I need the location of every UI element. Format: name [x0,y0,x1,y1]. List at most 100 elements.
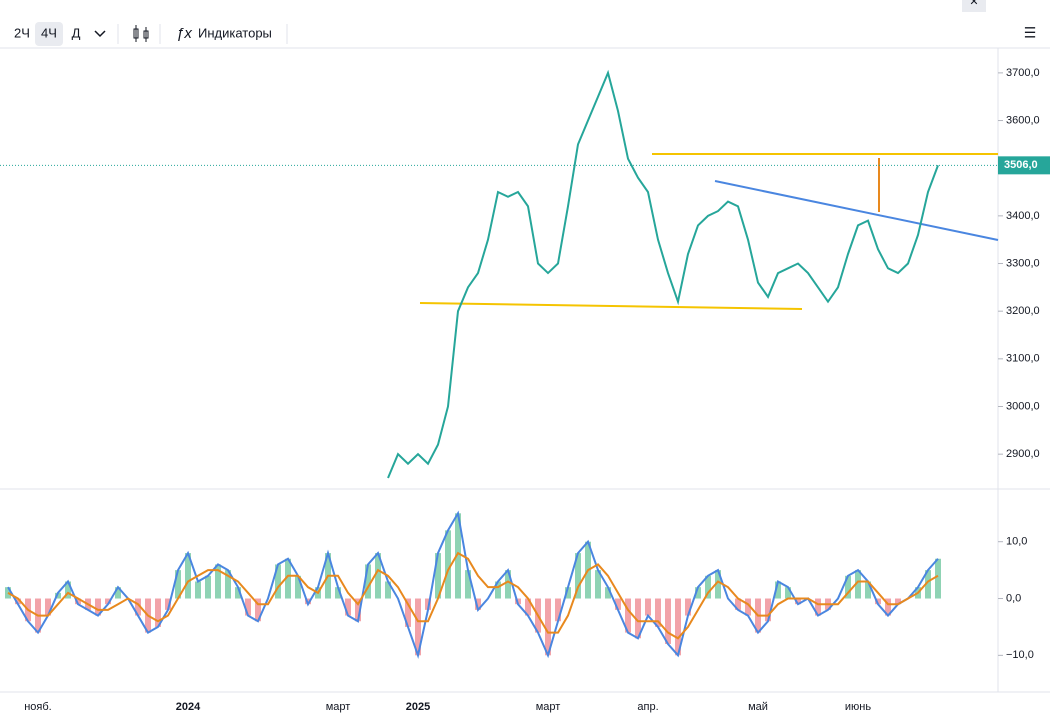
y-tick-label: −10,0 [1006,649,1034,661]
histogram-bar [235,587,241,599]
oscillator-line [7,510,939,659]
last-price-label: 3506,0 [1004,159,1038,171]
histogram-bar [635,598,641,639]
histogram-bar [455,513,461,599]
histogram-bar [795,598,801,605]
histogram-bar [55,592,61,599]
x-tick-label: март [326,701,351,713]
y-tick-label: 3400,0 [1006,210,1040,222]
histogram-bar [715,570,721,599]
histogram-bar [885,598,891,616]
histogram-bar [575,553,581,599]
histogram-bar [935,558,941,599]
histogram-bar [435,553,441,599]
y-tick-label: 3700,0 [1006,67,1040,79]
histogram-bar [375,553,381,599]
interval-button[interactable]: 2Ч [14,25,30,40]
x-tick-label: май [748,701,768,713]
x-tick-label: 2025 [406,701,430,713]
close-icon[interactable]: ✕ [969,0,978,8]
y-tick-label: 3000,0 [1006,400,1040,412]
x-tick-label: июнь [845,701,871,713]
y-tick-label: 10,0 [1006,536,1027,548]
histogram-bar [595,570,601,599]
histogram-bar [405,598,411,627]
histogram-bar [775,581,781,599]
histogram-bar [165,598,171,610]
trend-line [714,180,999,241]
histogram-bar [205,575,211,599]
histogram-bar [895,598,901,605]
histogram-bar [735,598,741,610]
histogram-bar [215,564,221,599]
histogram-bar [245,598,251,616]
histogram-bar [15,598,21,605]
histogram-bar [255,598,261,622]
selected-interval-bg [35,22,63,46]
dropdown-icon[interactable] [94,30,106,38]
oscillator-line [7,551,939,640]
interval-button[interactable]: 4Ч [41,25,57,40]
histogram-bar [465,570,471,599]
y-tick-label: 3600,0 [1006,114,1040,126]
histogram-bar [225,570,231,599]
histogram-bar [115,587,121,599]
histogram-bar [525,598,531,616]
x-tick-label: 2024 [176,701,201,713]
close-bg[interactable] [962,0,986,12]
histogram-bar [495,581,501,599]
indicators-button[interactable]: Индикаторы [198,25,272,40]
x-tick-label: нояб. [24,701,52,713]
histogram-bar [815,598,821,616]
histogram-bar [355,598,361,622]
histogram-bar [625,598,631,633]
histogram-bar [175,570,181,599]
support-line [419,302,803,310]
histogram-bar [135,598,141,616]
histogram-bar [665,598,671,644]
toolbar [0,0,1050,48]
histogram-bar [445,530,451,599]
y-tick-label: 3300,0 [1006,257,1040,269]
histogram-bar [855,570,861,599]
x-tick-label: март [536,701,561,713]
fx-icon[interactable]: ƒx [176,25,192,42]
y-tick-label: 2900,0 [1006,448,1040,460]
histogram-bar [45,598,51,616]
histogram-bar [475,598,481,610]
x-tick-label: апр. [637,701,658,713]
histogram-bar [95,598,101,616]
settings-icon[interactable]: ☰ [1024,25,1037,41]
y-tick-label: 0,0 [1006,592,1021,604]
histogram-bar [765,598,771,622]
histogram-bar [675,598,681,656]
histogram-bar [925,570,931,599]
histogram-bar [555,598,561,622]
histogram-bar [745,598,751,616]
histogram-bar [695,587,701,599]
histogram-bar [845,575,851,599]
y-tick-label: 3100,0 [1006,353,1040,365]
histogram-bar [185,553,191,599]
histogram-bar [105,598,111,605]
price-line [387,69,939,479]
histogram-bar [335,587,341,599]
histogram-bar [655,598,661,627]
histogram-bar [705,575,711,599]
histogram-bar [365,564,371,599]
histogram-bar [155,598,161,627]
y-tick-label: 3200,0 [1006,305,1040,317]
histogram-bar [685,598,691,616]
histogram-bar [645,598,651,616]
histogram-bar [75,598,81,605]
histogram-bar [545,598,551,656]
histogram-bar [615,598,621,610]
histogram-bar [385,581,391,599]
histogram-bar [295,575,301,599]
histogram-bar [275,564,281,599]
interval-button[interactable]: Д [72,25,81,40]
histogram-bar [865,581,871,599]
chart-type-icon[interactable] [133,25,149,42]
